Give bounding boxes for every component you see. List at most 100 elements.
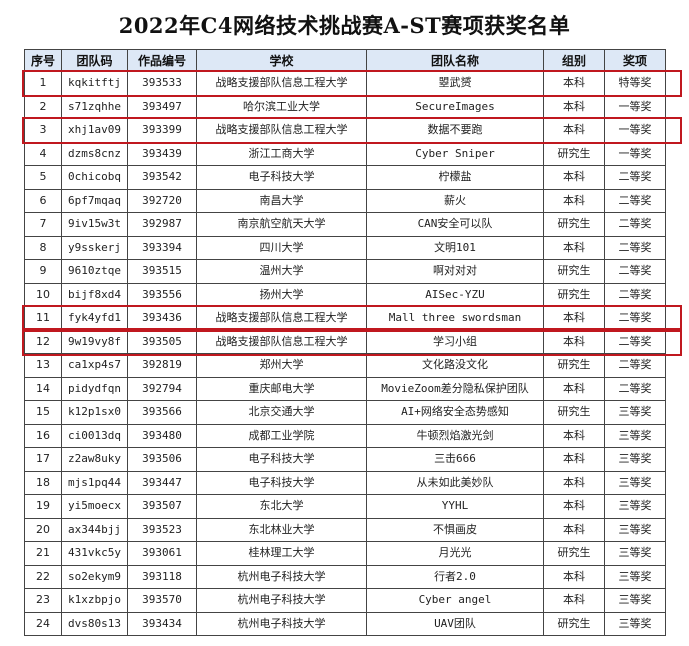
cell-work-id: 393399 <box>127 118 197 143</box>
cell-school: 哈尔滨工业大学 <box>196 94 367 119</box>
cell-team-code: yi5moecx <box>61 494 128 519</box>
table-row: 21 431vkc5y 393061 桂林理工大学 月光光 研究生 三等奖 <box>24 541 666 566</box>
cell-row-index: 20 <box>24 517 62 542</box>
table-row: 7 9iv15w3t 392987 南京航空航天大学 CAN安全可以队 研究生 二等奖 <box>24 212 666 237</box>
cell-group: 本科 <box>543 71 605 96</box>
cell-school: 电子科技大学 <box>196 470 367 495</box>
cell-award: 三等奖 <box>604 564 666 589</box>
cell-group: 本科 <box>543 564 605 589</box>
cell-work-id: 393533 <box>127 71 197 96</box>
cell-award: 三等奖 <box>604 423 666 448</box>
cell-team-code: 431vkc5y <box>61 541 128 566</box>
cell-group: 研究生 <box>543 282 605 307</box>
cell-award: 一等奖 <box>604 94 666 119</box>
cell-group: 本科 <box>543 329 605 354</box>
cell-group: 本科 <box>543 94 605 119</box>
cell-team-name: Mall three swordsman <box>366 306 544 331</box>
cell-school: 四川大学 <box>196 235 367 260</box>
cell-row-index: 19 <box>24 494 62 519</box>
table-row: 10 bijf8xd4 393556 扬州大学 AISec-YZU 研究生 二等奖 <box>24 282 666 307</box>
header-school: 学校 <box>196 49 367 72</box>
cell-school: 战略支援部队信息工程大学 <box>196 306 367 331</box>
cell-school: 电子科技大学 <box>196 447 367 472</box>
cell-row-index: 15 <box>24 400 62 425</box>
cell-row-index: 9 <box>24 259 62 284</box>
cell-row-index: 24 <box>24 611 62 636</box>
cell-work-id: 393434 <box>127 611 197 636</box>
cell-row-index: 6 <box>24 188 62 213</box>
cell-work-id: 393505 <box>127 329 197 354</box>
cell-award: 二等奖 <box>604 259 666 284</box>
cell-school: 桂林理工大学 <box>196 541 367 566</box>
table-row: 8 y9sskerj 393394 四川大学 文明101 本科 二等奖 <box>24 235 666 260</box>
cell-team-name: UAV团队 <box>366 611 544 636</box>
cell-award: 三等奖 <box>604 517 666 542</box>
cell-group: 本科 <box>543 447 605 472</box>
awards-table: 序号 团队码 作品编号 学校 团队名称 组别 奖项 1 kqkitftj 39353… <box>24 49 666 636</box>
table-row: 4 dzms8cnz 393439 浙江工商大学 Cyber Sniper 研究生 一等奖 <box>24 141 666 166</box>
cell-school: 温州大学 <box>196 259 367 284</box>
cell-group: 研究生 <box>543 259 605 284</box>
table-row: 9 9610ztqe 393515 温州大学 啊对对对 研究生 二等奖 <box>24 259 666 284</box>
cell-award: 一等奖 <box>604 118 666 143</box>
cell-row-index: 8 <box>24 235 62 260</box>
cell-row-index: 13 <box>24 353 62 378</box>
cell-award: 二等奖 <box>604 165 666 190</box>
cell-row-index: 10 <box>24 282 62 307</box>
cell-row-index: 18 <box>24 470 62 495</box>
cell-team-code: 0chicobq <box>61 165 128 190</box>
cell-award: 二等奖 <box>604 212 666 237</box>
cell-team-code: s71zqhhe <box>61 94 128 119</box>
cell-row-index: 12 <box>24 329 62 354</box>
cell-row-index: 22 <box>24 564 62 589</box>
cell-team-name: 柠檬盐 <box>366 165 544 190</box>
cell-team-name: Cyber angel <box>366 588 544 613</box>
cell-team-code: dvs80s13 <box>61 611 128 636</box>
cell-school: 电子科技大学 <box>196 165 367 190</box>
cell-team-name: 月光光 <box>366 541 544 566</box>
cell-team-name: 从未如此美妙队 <box>366 470 544 495</box>
table-row: 15 k12p1sx0 393566 北京交通大学 AI+网络安全态势感知 研究生 三等奖 <box>24 400 666 425</box>
cell-group: 本科 <box>543 588 605 613</box>
cell-award: 二等奖 <box>604 306 666 331</box>
cell-work-id: 393556 <box>127 282 197 307</box>
cell-school: 战略支援部队信息工程大学 <box>196 118 367 143</box>
cell-group: 研究生 <box>543 212 605 237</box>
table-row: 11 fyk4yfd1 393436 战略支援部队信息工程大学 Mall three s… <box>24 306 666 331</box>
cell-team-code: 9610ztqe <box>61 259 128 284</box>
cell-team-name: AI+网络安全态势感知 <box>366 400 544 425</box>
table-body: 1 kqkitftj 393533 战略支援部队信息工程大学 曌武赟 本科 特等奖 2 s71z… <box>24 71 666 636</box>
cell-team-code: z2aw8uky <box>61 447 128 472</box>
cell-group: 研究生 <box>543 541 605 566</box>
cell-school: 杭州电子科技大学 <box>196 588 367 613</box>
cell-award: 特等奖 <box>604 71 666 96</box>
cell-work-id: 392720 <box>127 188 197 213</box>
cell-work-id: 393439 <box>127 141 197 166</box>
cell-row-index: 17 <box>24 447 62 472</box>
cell-group: 本科 <box>543 470 605 495</box>
cell-group: 本科 <box>543 423 605 448</box>
table-row: 13 ca1xp4s7 392819 郑州大学 文化路没文化 研究生 二等奖 <box>24 353 666 378</box>
cell-group: 本科 <box>543 376 605 401</box>
cell-row-index: 16 <box>24 423 62 448</box>
cell-school: 战略支援部队信息工程大学 <box>196 329 367 354</box>
cell-work-id: 392819 <box>127 353 197 378</box>
table-row: 17 z2aw8uky 393506 电子科技大学 三击666 本科 三等奖 <box>24 447 666 472</box>
cell-team-name: 不惧画皮 <box>366 517 544 542</box>
table-row: 19 yi5moecx 393507 东北大学 YYHL 本科 三等奖 <box>24 494 666 519</box>
cell-school: 北京交通大学 <box>196 400 367 425</box>
cell-award: 三等奖 <box>604 611 666 636</box>
cell-work-id: 393497 <box>127 94 197 119</box>
table-row: 23 k1xzbpjo 393570 杭州电子科技大学 Cyber angel 本科 三等奖 <box>24 588 666 613</box>
table-row: 14 pidydfqn 392794 重庆邮电大学 MovieZoom差分隐私保护团队本… <box>24 376 666 401</box>
cell-award: 三等奖 <box>604 541 666 566</box>
cell-team-code: xhj1av09 <box>61 118 128 143</box>
cell-group: 本科 <box>543 188 605 213</box>
cell-row-index: 3 <box>24 118 62 143</box>
cell-team-name: MovieZoom差分隐私保护团队 <box>366 376 544 401</box>
cell-team-code: dzms8cnz <box>61 141 128 166</box>
cell-work-id: 393523 <box>127 517 197 542</box>
cell-school: 东北林业大学 <box>196 517 367 542</box>
cell-school: 重庆邮电大学 <box>196 376 367 401</box>
cell-team-code: ca1xp4s7 <box>61 353 128 378</box>
